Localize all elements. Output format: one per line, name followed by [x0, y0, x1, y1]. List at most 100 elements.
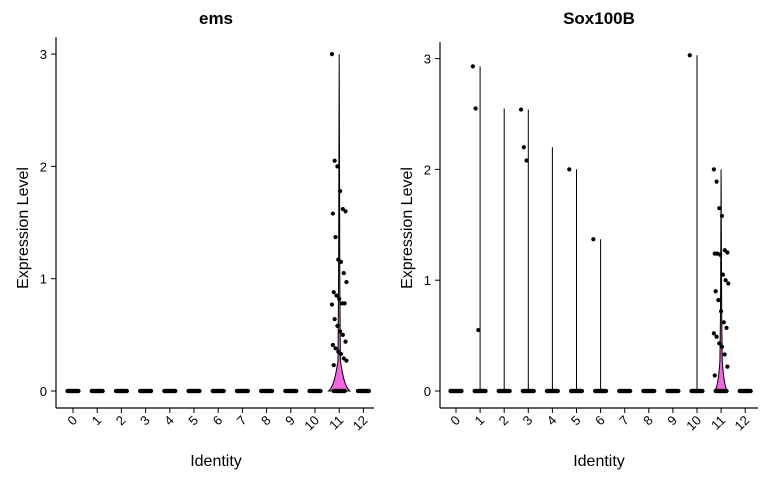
data-point: [332, 317, 337, 322]
data-point: [711, 331, 716, 336]
zero-points-cluster-0: [448, 388, 464, 394]
data-point: [724, 388, 729, 394]
data-point: [76, 388, 81, 394]
x-tick-label: 6: [210, 413, 226, 429]
zero-points-cluster-12: [355, 388, 371, 394]
zero-points-cluster-9: [665, 388, 681, 394]
x-tick-label: 1: [89, 413, 105, 429]
x-tick-label: 2: [496, 413, 512, 429]
zero-points-cluster-1: [472, 388, 488, 394]
x-axis-label-ems: Identity: [190, 453, 242, 470]
data-point: [329, 302, 335, 307]
data-point: [476, 327, 481, 333]
zero-points-cluster-4: [544, 388, 561, 394]
zero-points-cluster-3: [138, 388, 154, 394]
zero-points-cluster-8: [641, 388, 657, 394]
data-point: [335, 164, 340, 169]
y-tick-label: 1: [424, 273, 431, 288]
data-point: [335, 323, 340, 328]
zero-points-cluster-8: [259, 388, 275, 394]
y-tick-label: 2: [40, 159, 47, 174]
data-point: [628, 388, 633, 394]
y-axis-label-ems: Expression Level: [15, 167, 32, 289]
data-point: [473, 106, 478, 111]
data-point: [555, 388, 561, 394]
data-point: [340, 332, 345, 337]
panel-title-ems: ems: [199, 9, 233, 28]
x-tick-label: 7: [234, 413, 250, 429]
data-point: [676, 388, 681, 394]
data-point: [124, 388, 129, 394]
data-point: [700, 388, 705, 394]
data-point: [338, 189, 343, 194]
data-point: [331, 363, 336, 368]
data-point: [591, 237, 596, 242]
data-point: [245, 388, 250, 394]
x-tick-label: 12: [731, 413, 752, 434]
data-point: [687, 53, 692, 58]
panel-title-sox100b: Sox100B: [563, 9, 635, 28]
data-point: [723, 278, 728, 283]
zero-points-cluster-12: [737, 388, 753, 394]
x-tick-label: 8: [258, 413, 274, 429]
data-point: [197, 388, 202, 394]
y-tick-label: 0: [424, 384, 431, 399]
data-point: [721, 320, 726, 325]
data-point: [717, 206, 722, 211]
zero-points-cluster-7: [234, 388, 250, 394]
x-tick-label: 10: [683, 413, 704, 434]
zero-points-cluster-11: [713, 388, 729, 394]
y-tick-label: 2: [424, 162, 431, 177]
data-point: [719, 213, 725, 219]
data-point: [332, 158, 337, 163]
zero-points-cluster-0: [65, 388, 81, 394]
data-point: [725, 364, 730, 369]
y-tick-label: 1: [40, 272, 47, 287]
zero-points-cluster-11: [331, 388, 347, 394]
data-point: [318, 388, 323, 394]
data-point: [711, 167, 716, 172]
data-point: [149, 388, 154, 394]
x-tick-label: 0: [64, 413, 80, 429]
data-point: [329, 52, 335, 57]
zero-points-cluster-2: [496, 388, 512, 394]
x-tick-label: 8: [640, 413, 656, 429]
data-point: [338, 351, 344, 357]
zero-points-cluster-6: [210, 388, 226, 394]
zero-points-cluster-4: [162, 388, 178, 394]
data-point: [100, 388, 105, 394]
x-tick-label: 11: [326, 413, 346, 433]
data-point: [604, 388, 609, 394]
x-tick-label: 4: [161, 413, 177, 429]
data-point: [524, 158, 529, 163]
data-point: [521, 145, 526, 150]
data-point: [719, 344, 725, 349]
x-tick-label: 5: [568, 413, 584, 429]
zero-points-cluster-7: [617, 388, 633, 394]
x-tick-label: 2: [113, 413, 129, 429]
data-point: [726, 281, 731, 286]
zero-points-cluster-5: [568, 388, 585, 394]
data-point: [344, 358, 349, 363]
data-point: [331, 290, 336, 295]
data-point: [717, 341, 722, 346]
x-tick-label: 5: [185, 413, 201, 429]
data-point: [507, 388, 512, 394]
data-point: [333, 235, 338, 240]
zero-points-cluster-3: [520, 388, 536, 394]
zero-points-cluster-2: [113, 388, 129, 394]
data-point: [334, 293, 339, 298]
data-point: [333, 346, 338, 351]
data-point: [337, 296, 342, 302]
data-point: [343, 209, 348, 214]
data-point: [344, 279, 349, 285]
x-tick-label: 3: [520, 413, 536, 429]
data-point: [270, 388, 275, 394]
data-point: [341, 270, 346, 276]
data-point: [366, 388, 371, 394]
data-point: [714, 179, 719, 184]
x-tick-label: 6: [592, 413, 608, 429]
y-tick-label: 3: [424, 52, 431, 67]
